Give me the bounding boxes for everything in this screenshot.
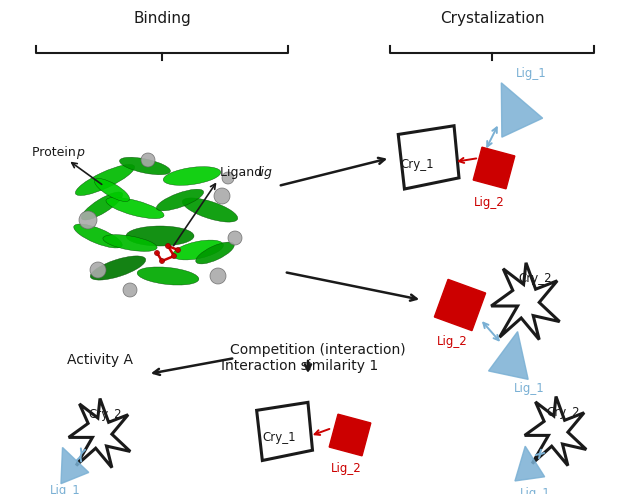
- Ellipse shape: [196, 242, 234, 264]
- Ellipse shape: [90, 262, 106, 278]
- Text: Lig_1: Lig_1: [520, 487, 551, 494]
- Ellipse shape: [210, 268, 226, 284]
- Text: Ligand: Ligand: [220, 165, 266, 178]
- Ellipse shape: [126, 226, 194, 246]
- Text: Cry_1: Cry_1: [400, 158, 434, 170]
- Ellipse shape: [90, 256, 146, 280]
- Text: Protein: Protein: [32, 146, 80, 159]
- Polygon shape: [515, 446, 545, 481]
- Ellipse shape: [103, 235, 157, 251]
- Text: Crystalization: Crystalization: [440, 11, 544, 27]
- Ellipse shape: [76, 165, 134, 196]
- Ellipse shape: [172, 253, 177, 258]
- Polygon shape: [61, 448, 89, 484]
- Text: Lig_1: Lig_1: [516, 68, 547, 81]
- Ellipse shape: [228, 231, 242, 245]
- Polygon shape: [501, 83, 543, 137]
- Ellipse shape: [159, 258, 164, 263]
- Text: Cry_2: Cry_2: [546, 406, 580, 418]
- Text: Competition (interaction): Competition (interaction): [230, 343, 406, 357]
- Ellipse shape: [156, 189, 204, 211]
- Text: Cry_1: Cry_1: [262, 430, 296, 444]
- Ellipse shape: [166, 244, 170, 248]
- Polygon shape: [435, 280, 486, 330]
- Text: Cry_2: Cry_2: [88, 408, 122, 420]
- Ellipse shape: [175, 247, 180, 252]
- Ellipse shape: [106, 198, 164, 219]
- Ellipse shape: [182, 198, 237, 222]
- Ellipse shape: [94, 178, 130, 202]
- Text: Lig_2: Lig_2: [474, 196, 504, 208]
- Text: Binding: Binding: [133, 11, 191, 27]
- Text: Interaction similarity 1: Interaction similarity 1: [221, 359, 379, 373]
- Text: Lig_1: Lig_1: [50, 484, 81, 494]
- Ellipse shape: [163, 166, 221, 185]
- Polygon shape: [473, 147, 515, 189]
- Ellipse shape: [214, 188, 230, 204]
- Ellipse shape: [60, 139, 260, 317]
- Ellipse shape: [74, 224, 122, 248]
- Ellipse shape: [222, 172, 234, 184]
- Text: lig: lig: [258, 165, 273, 178]
- Ellipse shape: [141, 153, 155, 167]
- Ellipse shape: [120, 157, 170, 175]
- Polygon shape: [329, 414, 371, 456]
- Text: Activity A: Activity A: [67, 353, 133, 367]
- Text: p: p: [76, 146, 84, 159]
- Polygon shape: [488, 331, 528, 379]
- Text: Lig_2: Lig_2: [331, 461, 362, 475]
- Text: Lig_1: Lig_1: [514, 381, 545, 395]
- Ellipse shape: [154, 250, 159, 255]
- Ellipse shape: [137, 267, 199, 285]
- Ellipse shape: [173, 240, 223, 260]
- Text: Cry_2: Cry_2: [518, 272, 552, 285]
- Ellipse shape: [123, 283, 137, 297]
- Text: Lig_2: Lig_2: [436, 334, 467, 347]
- Ellipse shape: [81, 192, 123, 220]
- Ellipse shape: [79, 211, 97, 229]
